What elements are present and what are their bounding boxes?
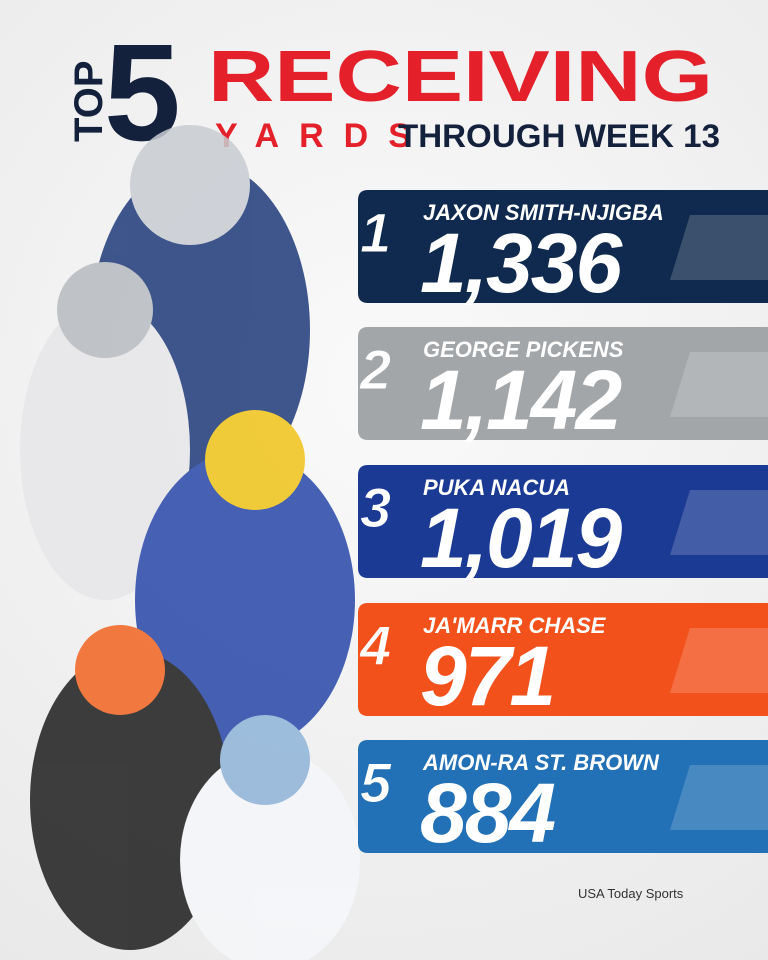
credit: USA Today Sports <box>578 886 684 901</box>
team-logo <box>670 490 768 555</box>
entry-rank: 3 <box>360 476 391 539</box>
entry-bar <box>358 190 768 303</box>
entry-yards: 1,019 <box>420 491 622 585</box>
title-top: TOP <box>67 60 111 142</box>
entry-bar <box>358 740 768 853</box>
entry-name: GEORGE PICKENS <box>423 337 624 362</box>
team-logo <box>670 215 768 280</box>
team-logo <box>670 765 768 830</box>
entry-rank: 5 <box>360 751 392 814</box>
title-receiving: RECEIVING <box>208 37 713 117</box>
entry-rank: 4 <box>359 614 391 677</box>
entry-bar <box>358 465 768 578</box>
entry-yards: 1,336 <box>420 216 623 310</box>
entry-bar <box>358 603 768 716</box>
player-photos <box>20 125 360 960</box>
entry-rank: 1 <box>360 201 391 264</box>
title-yards: YARDS <box>215 117 431 155</box>
title-through: THROUGH WEEK 13 <box>398 118 720 154</box>
entry-rank: 2 <box>359 338 391 401</box>
entry-name: JA'MARR CHASE <box>423 613 607 638</box>
entry-bar <box>358 327 768 440</box>
entry-yards: 971 <box>420 629 554 723</box>
entry-yards: 1,142 <box>420 353 621 447</box>
entry-name: AMON-RA ST. BROWN <box>422 750 660 775</box>
entry-yards: 884 <box>420 766 555 860</box>
team-logo <box>670 352 768 417</box>
team-logo <box>670 628 768 693</box>
entry-name: PUKA NACUA <box>423 475 570 500</box>
entry-name: JAXON SMITH-NJIGBA <box>423 200 664 225</box>
